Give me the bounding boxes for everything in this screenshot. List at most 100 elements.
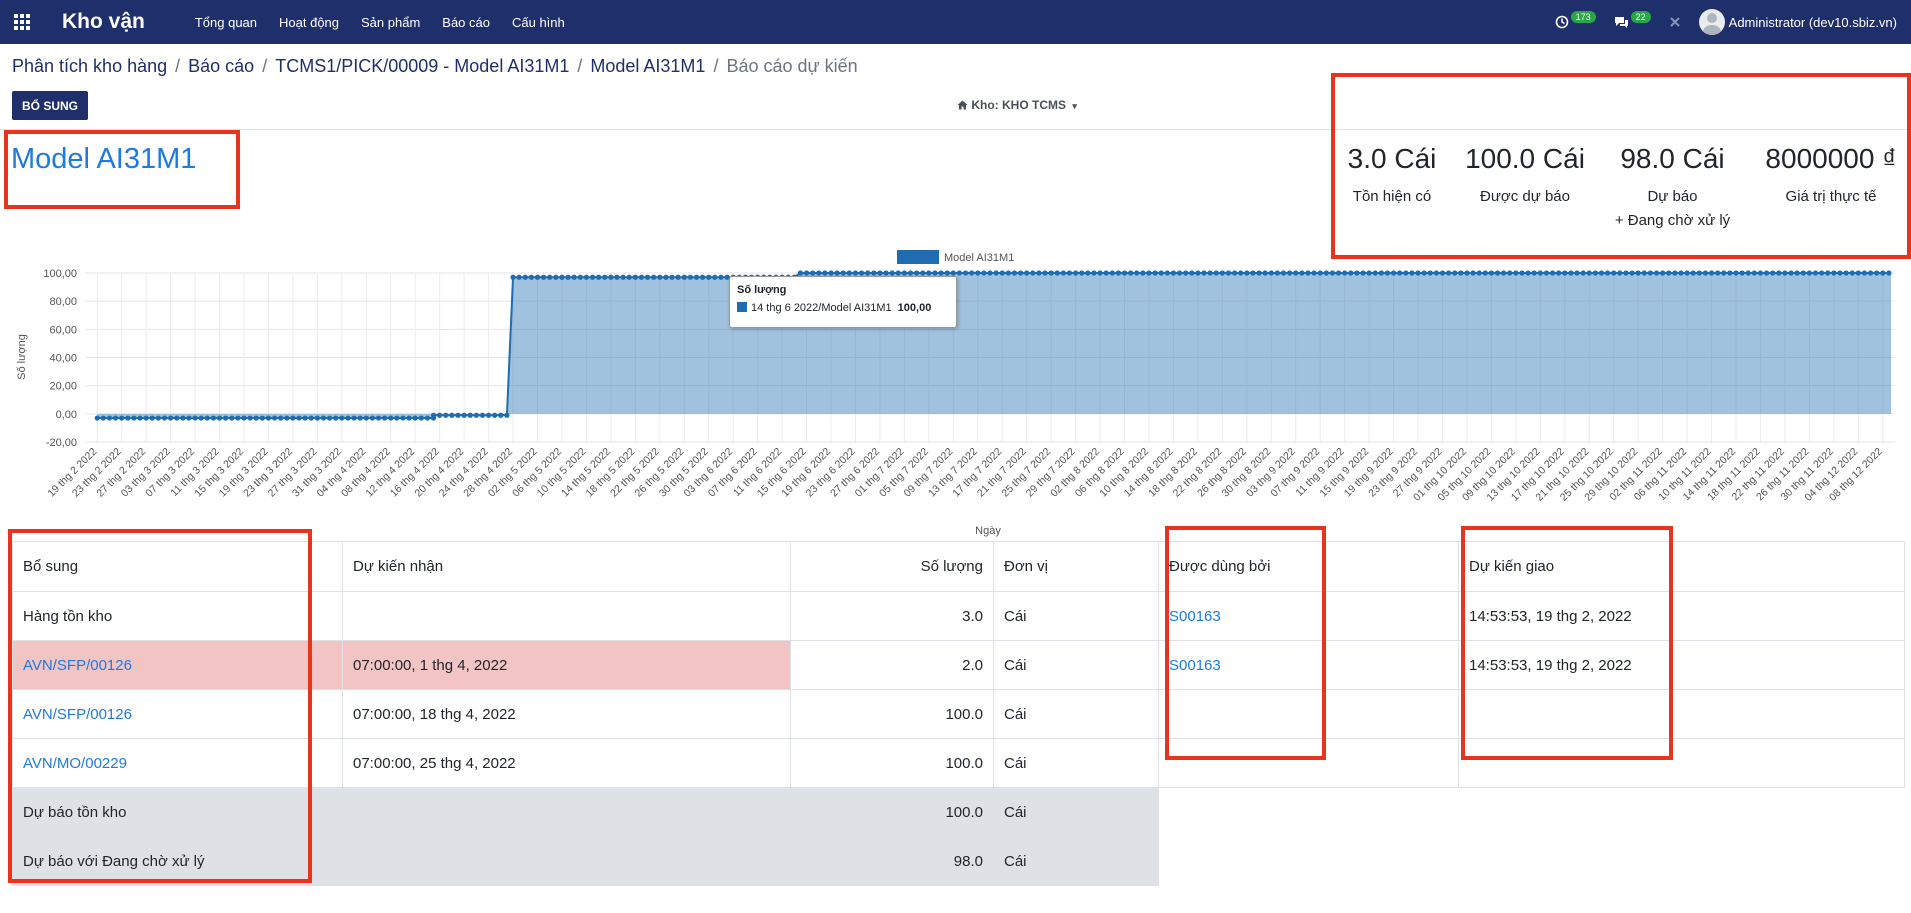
breadcrumb-warehouse-analysis[interactable]: Phân tích kho hàng [12,56,168,76]
data-point [131,415,137,421]
product-title[interactable]: Model AI31M1 [11,143,197,175]
data-point [339,415,345,421]
data-point [1653,270,1660,276]
data-point [553,274,559,280]
data-point [1115,270,1122,276]
data-point [498,412,504,418]
data-point [192,415,198,421]
kpi-forecasted-value: 100.0 Cái [1465,143,1585,174]
summary-qty: 98.0 [790,836,994,886]
data-point [320,415,327,421]
data-point [473,412,479,418]
breadcrumb-picking[interactable]: TCMS1/PICK/00009 - Model AI31M1 [275,56,570,76]
top-navbar: Kho vận Tổng quan Hoạt động Sản phẩm Báo… [0,0,1911,44]
data-point [644,274,651,280]
data-point [296,415,302,421]
data-point [1452,270,1458,276]
data-point [956,270,963,276]
data-point [1366,270,1372,276]
y-tick-label: 60,00 [49,324,77,336]
app-menu-icon[interactable] [0,0,44,44]
data-point [1678,270,1684,276]
data-point [718,274,724,280]
tooltip-row: 14 thg 6 2022/Model AI31M1 100,00 [737,302,949,314]
warehouse-label: Kho: KHO TCMS [971,98,1066,112]
menu-reporting[interactable]: Báo cáo [442,14,490,30]
data-point [1121,270,1128,276]
data-point [485,412,492,418]
data-point [950,270,956,276]
data-point [687,274,693,280]
data-point [1201,270,1207,276]
data-point [1525,270,1531,276]
menu-configuration[interactable]: Cấu hình [511,14,565,30]
cell-receipt: 07:00:00, 25 thg 4, 2022 [342,738,791,788]
menu-overview[interactable]: Tổng quan [194,14,258,30]
data-point [1299,270,1305,276]
y-axis-title: Số lượng [16,334,28,380]
data-point [1666,270,1672,276]
data-point [1611,270,1617,276]
data-point [1745,270,1751,276]
data-point [614,274,620,280]
data-point [651,274,657,280]
data-point [1109,270,1115,276]
data-point [1005,270,1011,276]
data-point [1562,270,1568,276]
data-point [1011,270,1018,276]
data-point [308,415,314,421]
data-point [852,270,859,276]
data-point [1867,270,1874,276]
data-point [492,412,498,418]
y-tick-label: -20,00 [46,437,77,449]
legend-label: Model AI31M1 [944,252,1014,264]
summary-label: Dự báo tồn kho [12,787,791,837]
replenish-button[interactable]: BỔ SUNG [12,91,89,120]
data-point [571,274,577,280]
data-point [547,274,553,280]
data-point [1494,270,1501,276]
app-brand[interactable]: Kho vận [62,10,145,33]
data-point [1470,270,1476,276]
user-menu[interactable]: Administrator (dev10.sbiz.vn) [1698,9,1897,35]
debug-close-icon[interactable] [1669,16,1681,28]
data-point [1250,270,1256,276]
data-point [1788,270,1794,276]
breadcrumb-product[interactable]: Model AI31M1 [590,56,706,76]
data-point [1855,270,1861,276]
cell-uom: Cái [993,689,1159,739]
activity-button[interactable]: 173 [1555,11,1596,29]
data-point [1427,270,1433,276]
breadcrumb-current: Báo cáo dự kiến [726,56,858,76]
cell-used-by-link[interactable]: S00163 [1158,591,1459,641]
legend-swatch [897,250,939,264]
data-point [706,274,712,280]
data-point [1641,270,1647,276]
data-point [424,415,431,421]
cell-receipt: 07:00:00, 18 thg 4, 2022 [342,689,791,739]
cell-source-link[interactable]: AVN/SFP/00126 [12,640,343,690]
data-point [100,415,106,421]
data-point [94,415,100,421]
data-point [1446,270,1452,276]
data-point [962,270,969,276]
data-point [1140,270,1146,276]
warehouse-selector[interactable]: Kho: KHO TCMS ▾ [957,98,1077,112]
menu-products[interactable]: Sản phẩm [361,14,421,30]
data-point [1219,270,1225,276]
data-point [907,270,914,276]
messages-button[interactable]: 22 [1614,11,1651,29]
data-point [577,274,583,280]
data-point [357,415,363,421]
data-point [993,270,999,276]
y-tick-label: 100,00 [43,268,77,280]
cell-qty: 100.0 [790,689,994,739]
data-point [1647,270,1654,276]
menu-operations[interactable]: Hoạt động [279,14,340,30]
breadcrumb-report[interactable]: Báo cáo [188,56,255,76]
data-point [1549,270,1556,276]
data-point [1757,270,1764,276]
cell-source-link[interactable]: AVN/SFP/00126 [12,689,343,739]
data-point [382,415,388,421]
